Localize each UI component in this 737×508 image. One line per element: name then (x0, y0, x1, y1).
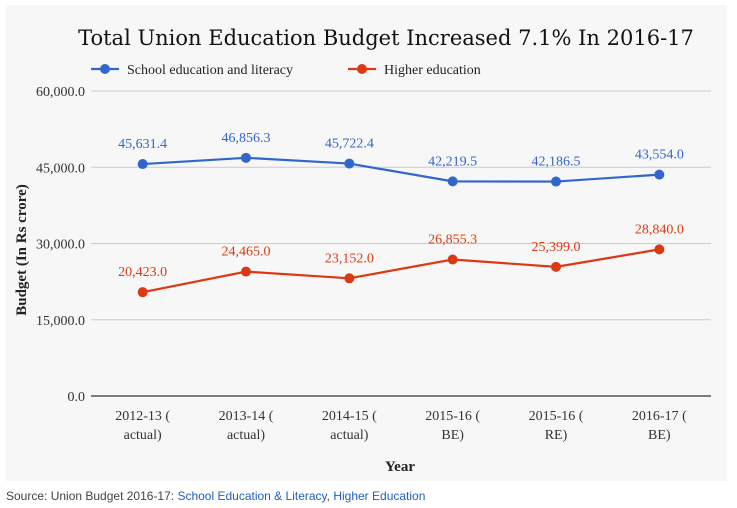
x-axis: 2012-13 (actual) 2013-14 (actual) 2014-15 … (115, 409, 687, 443)
y-tick-label: 0.0 (68, 390, 86, 405)
chart-legend: School education and literacy Higher educ… (91, 63, 481, 78)
data-point[interactable] (344, 273, 355, 284)
data-label: 23,152.0 (325, 251, 374, 266)
data-label: 45,631.4 (118, 137, 167, 152)
y-tick-label: 60,000.0 (36, 85, 85, 100)
data-point[interactable] (654, 169, 665, 180)
data-label: 25,399.0 (532, 240, 581, 255)
x-tick-label: 2012-13 (actual) (115, 409, 170, 443)
x-tick-label: 2015-16 (BE) (425, 409, 480, 443)
data-label: 46,856.3 (222, 131, 271, 146)
legend-item[interactable]: School education and literacy (91, 63, 293, 78)
source-note: Source: Union Budget 2016-17: School Edu… (6, 489, 425, 503)
y-tick-label: 30,000.0 (36, 238, 85, 253)
y-tick-label: 45,000.0 (36, 161, 85, 176)
y-axis: 0.0 15,000.0 30,000.0 45,000.0 60,000.0 (36, 85, 85, 405)
data-label: 45,722.4 (325, 137, 374, 152)
legend-marker (357, 64, 367, 74)
gridlines (91, 90, 711, 397)
legend-label: School education and literacy (127, 63, 293, 78)
line-chart: Total Union Education Budget Increased 7… (14, 26, 711, 475)
x-axis-title: Year (385, 459, 415, 475)
data-point[interactable] (551, 176, 561, 187)
x-tick-label: 2013-14 (actual) (219, 409, 274, 443)
data-point[interactable] (137, 159, 148, 170)
series-line (142, 248, 660, 294)
data-point[interactable] (137, 287, 148, 298)
data-label: 42,219.5 (428, 154, 477, 169)
data-point[interactable] (241, 266, 251, 277)
data-point[interactable] (241, 152, 251, 163)
data-label: 20,423.0 (118, 265, 167, 280)
source-link-school-education[interactable]: School Education & Literacy (177, 489, 327, 503)
x-tick-label: 2014-15 (actual) (322, 409, 377, 443)
chart-card: Total Union Education Budget Increased 7… (5, 5, 727, 481)
source-link-higher-education[interactable]: Higher Education (333, 489, 426, 503)
data-point[interactable] (551, 261, 561, 272)
chart-title: Total Union Education Budget Increased 7… (78, 26, 694, 50)
y-tick-label: 15,000.0 (36, 314, 85, 329)
source-prefix: Source: Union Budget 2016-17: (6, 489, 178, 503)
legend-marker (100, 64, 110, 74)
data-label: 26,855.3 (428, 232, 477, 247)
data-label: 28,840.0 (635, 222, 684, 237)
data-point[interactable] (447, 254, 458, 265)
data-label: 24,465.0 (222, 245, 271, 260)
legend-label: Higher education (384, 63, 481, 78)
source-separator: , (326, 489, 334, 503)
x-tick-label: 2015-16 (RE) (529, 409, 584, 443)
data-point[interactable] (654, 244, 665, 255)
legend-item[interactable]: Higher education (348, 63, 481, 78)
series-layer: 45,631.4 46,856.3 45,722.4 42,219.5 42,186.5… (118, 131, 684, 298)
data-point[interactable] (447, 176, 458, 187)
x-tick-label: 2016-17 (BE) (632, 409, 687, 443)
y-axis-title: Budget (In Rs crore) (14, 184, 30, 316)
data-point[interactable] (344, 158, 355, 169)
data-label: 43,554.0 (635, 148, 684, 163)
data-label: 42,186.5 (532, 155, 581, 170)
series-line (142, 156, 660, 183)
